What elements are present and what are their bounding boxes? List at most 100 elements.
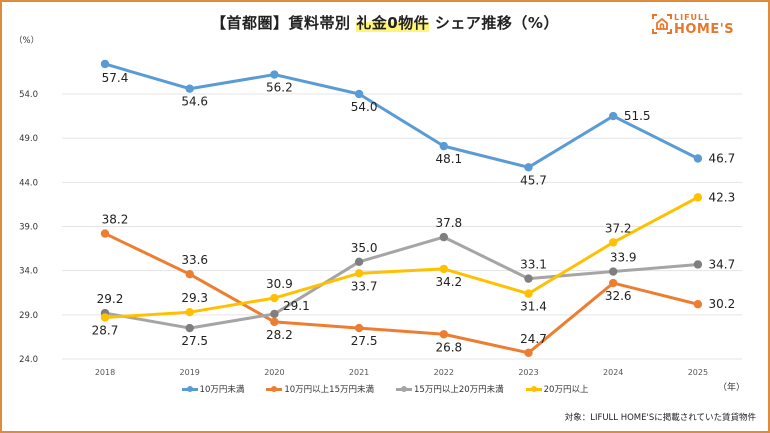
y-tick-label: 29.0	[19, 311, 38, 321]
data-label: 51.5	[624, 109, 651, 123]
data-label: 54.0	[351, 100, 378, 114]
home-icon	[652, 14, 672, 34]
data-point	[185, 323, 194, 333]
data-point	[524, 274, 533, 283]
data-point	[354, 269, 364, 278]
x-tick-label: 2019	[180, 368, 200, 377]
data-label: 29.1	[283, 299, 310, 313]
data-label: 35.0	[351, 241, 378, 255]
series-line-1	[104, 232, 699, 355]
data-point	[693, 260, 703, 269]
data-label: 28.7	[92, 323, 119, 337]
data-point	[693, 300, 703, 309]
y-tick-label: 34.0	[19, 267, 38, 277]
data-label: 31.4	[520, 300, 547, 314]
legend-item: 10万円未満	[181, 383, 245, 395]
series-line-0	[104, 62, 699, 169]
data-point	[185, 307, 194, 317]
legend-item: 10万円以上15万円未満	[266, 383, 374, 395]
footnote: 対象：LIFULL HOME'Sに掲載されていた賃貸物件	[564, 413, 756, 423]
y-tick-label: 39.0	[19, 223, 38, 233]
data-label: 54.6	[181, 95, 208, 109]
data-point	[270, 70, 279, 79]
title-prefix: 【首都圏】賃料帯別	[211, 14, 357, 32]
data-label: 48.1	[435, 152, 462, 166]
data-label: 24.7	[520, 332, 547, 346]
data-label: 29.3	[181, 291, 208, 305]
data-label: 34.2	[435, 275, 462, 289]
legend-label: 20万円以上	[543, 385, 589, 395]
data-point	[439, 141, 448, 151]
data-label: 56.2	[266, 81, 293, 95]
x-tick-label: 2025	[688, 368, 708, 377]
legend-swatch	[525, 385, 542, 392]
data-label: 33.6	[181, 253, 208, 267]
data-label: 30.2	[709, 297, 736, 311]
x-tick-label: 2020	[264, 368, 284, 377]
legend-swatch	[396, 385, 412, 392]
data-point	[609, 278, 618, 288]
data-point	[100, 313, 110, 322]
logo-text-lifull: LIFULL	[674, 13, 711, 22]
y-axis-unit: （%）	[14, 36, 40, 46]
chart-legend: 10万円未満 10万円以上15万円未満 15万円以上20万円未満 20万円以上	[0, 383, 770, 395]
logo-text-homes: HOME'S	[674, 22, 735, 37]
data-point	[270, 317, 279, 327]
legend-item: 20万円以上	[525, 383, 589, 395]
legend-swatch	[266, 385, 283, 392]
data-label: 37.8	[435, 216, 462, 230]
x-tick-label: 2021	[349, 368, 369, 377]
x-tick-label: 2024	[603, 368, 623, 377]
legend-item: 15万円以上20万円未満	[396, 383, 504, 395]
data-point	[439, 232, 448, 242]
data-point	[270, 309, 279, 319]
data-point	[270, 293, 279, 303]
data-point	[354, 257, 364, 267]
data-label: 33.9	[610, 251, 637, 265]
data-label: 30.9	[266, 277, 293, 291]
x-tick-label: 2023	[518, 368, 538, 377]
data-point	[693, 193, 703, 202]
y-tick-label: 44.0	[19, 178, 38, 188]
data-label: 29.2	[97, 292, 124, 306]
series-line-3	[104, 196, 699, 319]
title-suffix: シェア推移（%）	[429, 14, 559, 32]
data-label: 42.3	[709, 190, 736, 204]
data-point	[609, 267, 618, 276]
data-point	[100, 59, 110, 69]
data-label: 33.1	[520, 258, 547, 272]
x-axis-unit: （年）	[718, 383, 746, 393]
chart-title: 【首都圏】賃料帯別 礼金0物件 シェア推移（%）	[0, 12, 770, 33]
data-label: 26.8	[435, 340, 462, 354]
x-tick-label: 2022	[434, 368, 454, 377]
data-point	[354, 323, 364, 333]
data-point	[185, 84, 194, 93]
data-label: 28.2	[266, 328, 293, 342]
lifull-homes-logo: LIFULL HOME'S	[650, 12, 750, 42]
x-tick-label: 2018	[95, 368, 115, 377]
data-point	[609, 238, 618, 247]
data-label: 34.7	[709, 257, 736, 271]
legend-label: 10万円未満	[199, 385, 245, 395]
data-label: 57.4	[102, 71, 129, 85]
data-point	[354, 89, 364, 99]
series-line-2	[104, 235, 699, 330]
data-label: 27.5	[181, 334, 208, 348]
data-point	[609, 111, 618, 121]
data-label: 46.7	[709, 151, 736, 165]
data-point	[524, 348, 533, 358]
data-point	[100, 229, 110, 238]
y-tick-label: 54.0	[19, 90, 38, 100]
data-point	[185, 270, 194, 279]
data-label: 32.6	[605, 289, 632, 303]
data-point	[439, 330, 448, 339]
data-label: 27.5	[351, 334, 378, 348]
data-point	[524, 289, 533, 298]
legend-swatch	[181, 385, 198, 392]
legend-label: 10万円以上15万円未満	[284, 385, 374, 395]
data-label: 45.7	[520, 173, 547, 187]
data-point	[693, 154, 703, 163]
data-label: 33.7	[351, 279, 378, 293]
